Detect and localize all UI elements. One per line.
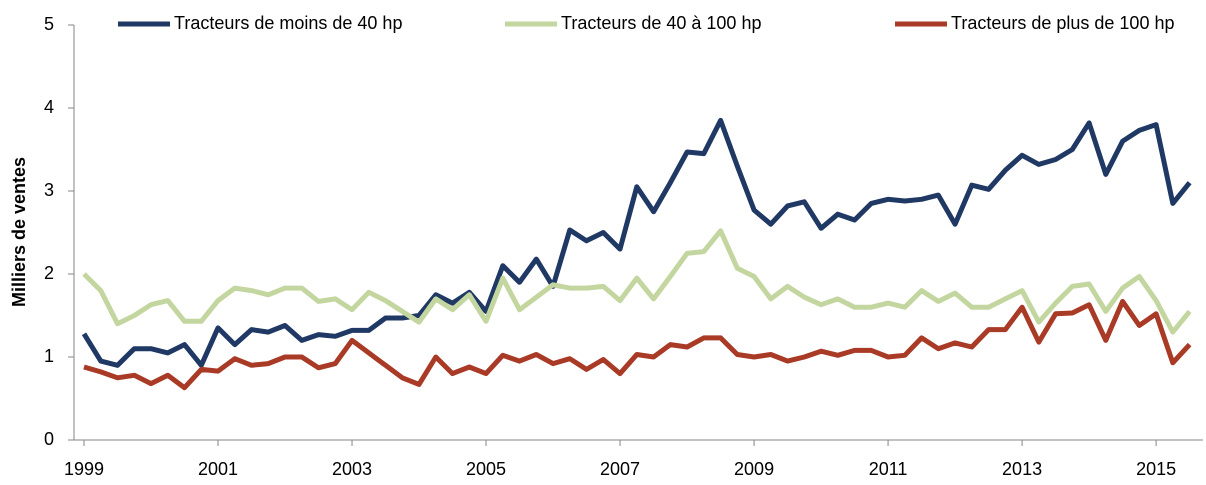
series-line xyxy=(83,298,1192,391)
series-line xyxy=(81,117,1192,368)
y-tick-label: 0 xyxy=(44,429,54,449)
x-tick-label: 2013 xyxy=(1002,459,1042,479)
x-tick-label: 2001 xyxy=(198,459,238,479)
y-tick-label: 5 xyxy=(44,14,54,34)
x-tick-label: 2007 xyxy=(600,459,640,479)
y-tick-label: 4 xyxy=(44,97,54,117)
legend-label: Tracteurs de plus de 100 hp xyxy=(951,13,1174,33)
x-tick-label: 2011 xyxy=(869,459,908,479)
legend-label: Tracteurs de moins de 40 hp xyxy=(174,13,402,33)
y-tick-label: 2 xyxy=(44,263,54,283)
x-tick-label: 1999 xyxy=(64,459,104,479)
y-axis-title: Milliers de ventes xyxy=(9,157,29,307)
legend-label: Tracteurs de 40 à 100 hp xyxy=(561,13,761,33)
series-line xyxy=(82,228,1192,335)
y-tick-label: 3 xyxy=(44,180,54,200)
y-tick-label: 1 xyxy=(44,346,54,366)
x-tick-label: 2009 xyxy=(734,459,774,479)
x-tick-label: 2003 xyxy=(332,459,372,479)
x-tick-label: 2005 xyxy=(466,459,506,479)
x-tick-label: 2015 xyxy=(1136,459,1176,479)
